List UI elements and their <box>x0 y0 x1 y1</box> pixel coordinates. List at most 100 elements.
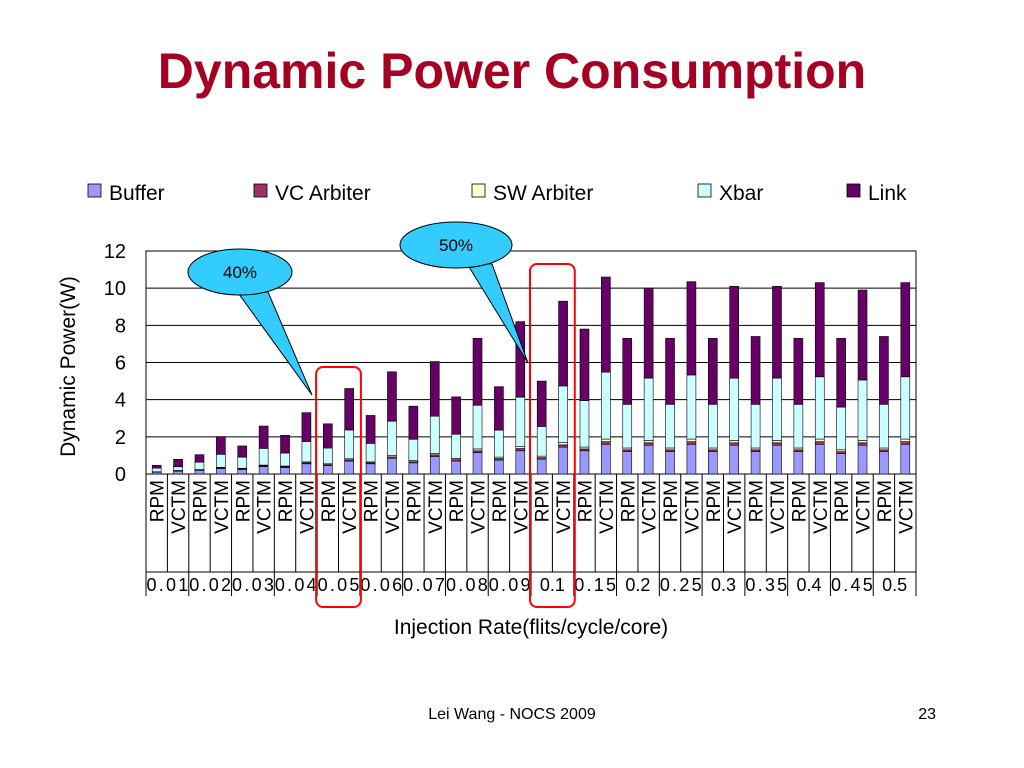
x-group-label: 0.06 <box>360 575 402 595</box>
x-group-label: 0.25 <box>660 575 702 595</box>
x-tick-label: VCTM <box>554 480 575 534</box>
callout-bubble <box>399 221 513 269</box>
bar-segment-xbar <box>280 452 290 467</box>
bar-segment-link <box>622 338 633 405</box>
bar-segment-link <box>494 386 504 431</box>
bar-segment-xbar <box>836 406 846 451</box>
legend-swatch-vc-arbiter <box>253 183 268 198</box>
bar-segment-vc-arbiter <box>772 442 782 446</box>
bar-segment-xbar <box>536 426 547 457</box>
bar-segment-vc-arbiter <box>601 441 611 445</box>
bar-segment-buffer <box>237 469 248 475</box>
bar-segment-buffer <box>708 451 718 475</box>
bar-segment-xbar <box>472 404 483 450</box>
bar-segment-link <box>558 300 568 387</box>
bar-segment-buffer <box>194 469 205 475</box>
bar-segment-link <box>408 405 419 440</box>
bar-segment-xbar <box>665 404 675 449</box>
bar-segment-buffer <box>665 451 675 475</box>
bar-segment-link <box>601 276 611 373</box>
bar-segment-xbar <box>750 404 761 449</box>
slide-title: Dynamic Power Consumption <box>157 43 867 99</box>
bar-segment-xbar <box>622 404 633 449</box>
bar-segment-vc-arbiter <box>814 441 825 445</box>
y-axis-label: Dynamic Power(W) <box>57 276 80 457</box>
x-tick-label: VCTM <box>768 480 789 534</box>
x-group-label: 0.45 <box>831 575 873 595</box>
bar-segment-link <box>772 286 782 379</box>
bar-segment-sw-arbiter <box>900 438 911 442</box>
bar-segment-link <box>365 415 376 444</box>
bar-segment-link <box>515 321 526 398</box>
bar-segment-link <box>900 282 911 378</box>
bar-segment-buffer <box>558 446 568 475</box>
x-tick-label: VCTM <box>811 480 832 534</box>
bar-segment-buffer <box>451 460 461 475</box>
x-group-label: 0.02 <box>189 575 231 595</box>
bar-segment-vc-arbiter <box>686 441 697 445</box>
bar-segment-buffer <box>515 450 526 475</box>
bar-segment-buffer <box>344 460 354 475</box>
bar-segment-link <box>750 336 761 405</box>
bar-segment-xbar <box>494 429 504 458</box>
x-group-label: 0.09 <box>489 575 531 595</box>
bar-segment-buffer <box>579 450 590 475</box>
bar-segment-buffer <box>793 451 804 475</box>
bar-segment-buffer <box>772 444 782 475</box>
x-tick-label: RPM <box>789 480 810 522</box>
bar-segment-xbar <box>515 396 526 447</box>
legend-label: SW Arbiter <box>493 182 593 205</box>
bar-segment-buffer <box>857 444 868 475</box>
x-tick-label: RPM <box>747 480 768 522</box>
x-group-label: 0.15 <box>574 575 616 595</box>
x-group-label: 0.4 <box>797 575 822 595</box>
bar-segment-buffer <box>216 468 226 475</box>
x-tick-label: RPM <box>875 480 896 522</box>
x-tick-label: RPM <box>490 480 511 522</box>
x-tick-label: RPM <box>618 480 639 522</box>
bar-segment-xbar <box>301 441 312 463</box>
legend-label: Buffer <box>109 182 165 205</box>
bar-segment-link <box>643 287 654 379</box>
x-axis-label: Injection Rate(flits/cycle/core) <box>394 616 668 639</box>
bar-segment-xbar <box>708 404 718 449</box>
bar-segment-vc-arbiter <box>515 448 526 452</box>
bar-segment-xbar <box>793 404 804 449</box>
x-group-label: 0.01 <box>147 575 189 595</box>
highlight-box-0-05 <box>315 366 362 608</box>
bar-segment-xbar <box>857 379 868 441</box>
bar-segment-sw-arbiter <box>772 440 782 444</box>
x-tick-label: RPM <box>832 480 853 522</box>
bar-segment-sw-arbiter <box>515 446 526 449</box>
bar-segment-link <box>879 336 889 405</box>
bar-segment-xbar <box>729 377 739 441</box>
bar-segment-link <box>472 338 483 406</box>
legend-label: Xbar <box>719 182 763 205</box>
bar-segment-buffer <box>365 463 376 475</box>
bar-segment-buffer <box>494 459 504 475</box>
bar-segment-sw-arbiter <box>686 438 697 442</box>
bar-segment-link <box>280 435 290 454</box>
bar-segment-xbar <box>194 461 205 470</box>
bar-segment-buffer <box>643 444 654 475</box>
x-tick-label: RPM <box>533 480 554 522</box>
bar-segment-xbar <box>173 466 183 471</box>
x-tick-label: VCTM <box>640 480 661 534</box>
bar-segment-xbar <box>429 415 440 454</box>
x-tick-label: RPM <box>190 480 211 522</box>
bar-segment-vc-arbiter <box>729 442 739 446</box>
callout-bubble <box>187 248 293 296</box>
x-group-label: 0.35 <box>745 575 787 595</box>
y-tick-label: 0 <box>115 464 126 486</box>
bar-segment-link <box>451 396 461 435</box>
bar-segment-buffer <box>280 467 290 475</box>
x-tick-label: VCTM <box>383 480 404 534</box>
bar-segment-xbar <box>643 377 654 441</box>
bar-segment-link <box>216 436 226 455</box>
bar-segment-xbar <box>814 376 825 440</box>
x-tick-label: VCTM <box>426 480 447 534</box>
x-tick-label: VCTM <box>212 480 233 534</box>
bar-segment-buffer <box>301 463 312 475</box>
x-group-label: 0.2 <box>625 575 650 595</box>
bar-segment-buffer <box>173 470 183 475</box>
